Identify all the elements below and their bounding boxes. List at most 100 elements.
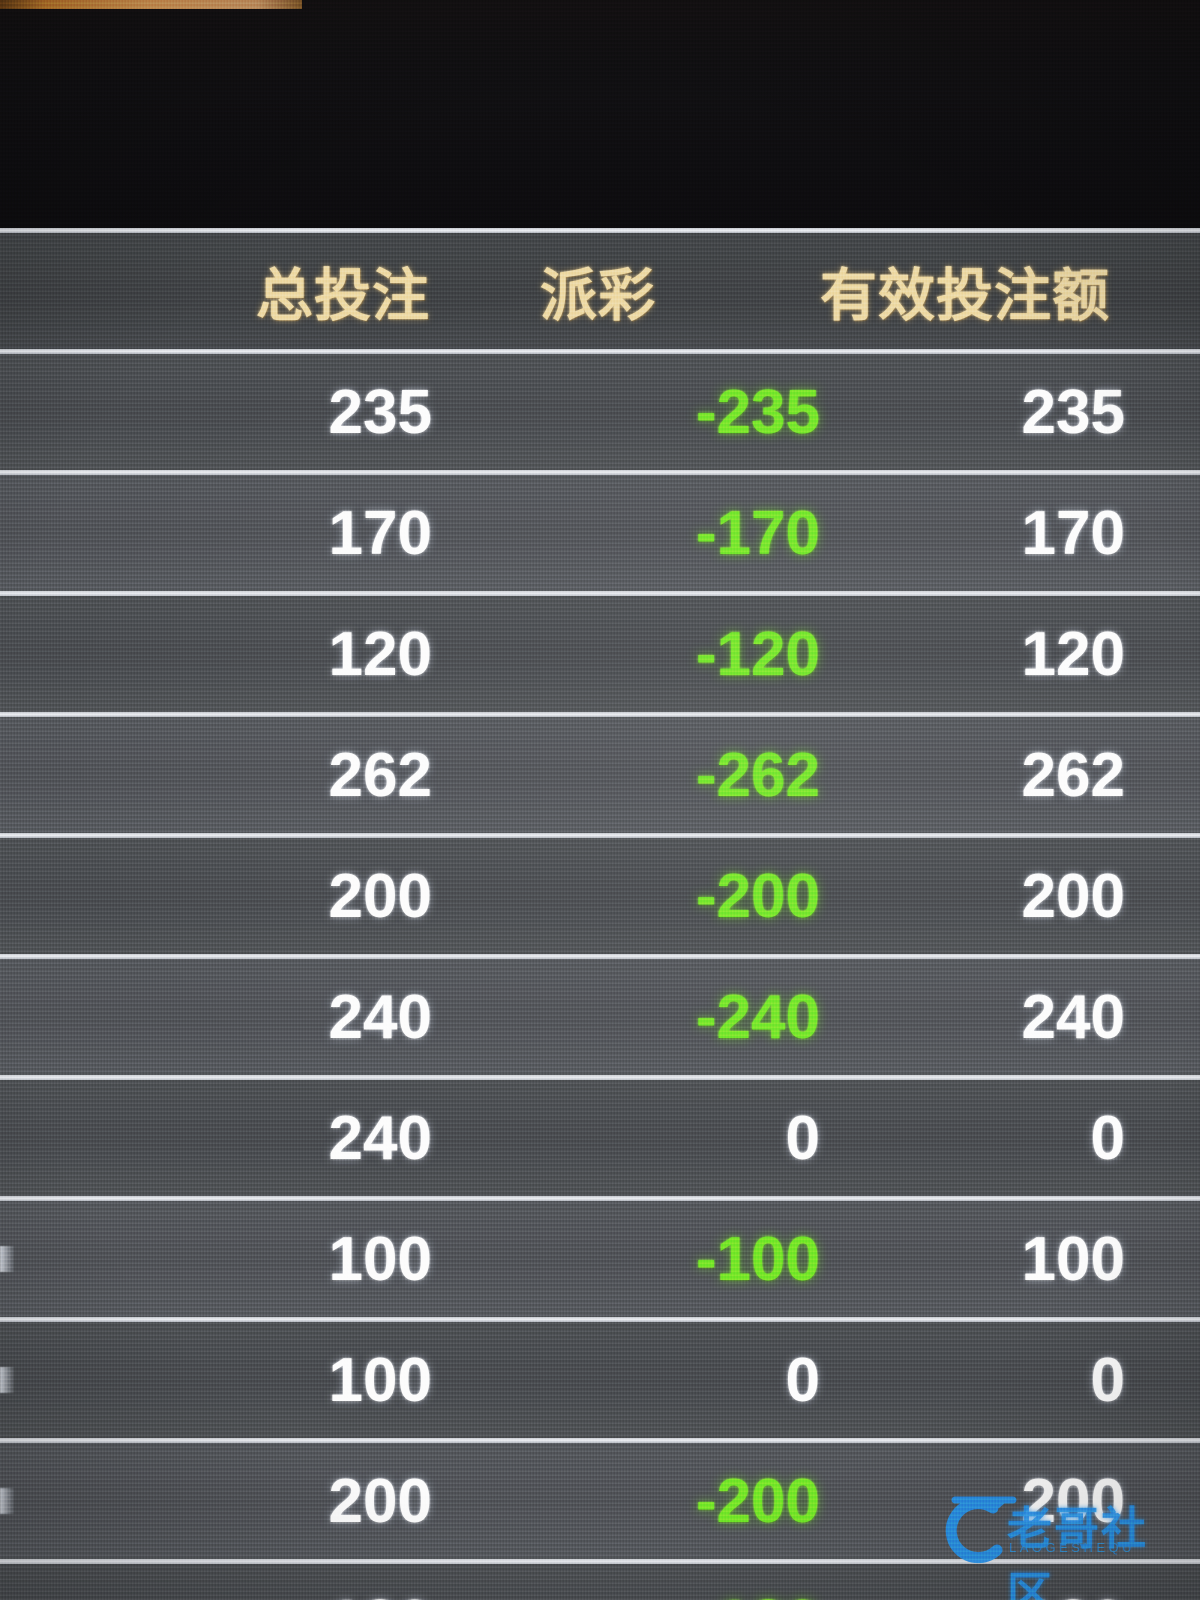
offscreen-column-sliver [0, 1367, 14, 1393]
top-dark-area [0, 0, 1200, 228]
table-row[interactable]: 235 -235 235 [0, 354, 1200, 470]
column-header-valid-bet[interactable]: 有效投注额 [820, 250, 1200, 332]
value-valid-bet: 0 [1090, 1103, 1125, 1173]
table-header-row: 总投注 派彩 有效投注额 [0, 233, 1200, 349]
value-payout: -200 [695, 861, 820, 931]
value-payout: -130 [696, 1587, 820, 1600]
cell-total-bet: 130 [0, 1587, 480, 1600]
value-valid-bet: 262 [1021, 740, 1125, 810]
value-valid-bet: 0 [1090, 1345, 1125, 1415]
cell-payout: -170 [480, 498, 820, 569]
value-total-bet: 240 [328, 1103, 432, 1173]
cell-payout: -100 [480, 1224, 820, 1295]
value-total-bet: 262 [328, 740, 432, 810]
value-payout: -120 [695, 619, 820, 689]
value-payout: 0 [785, 1345, 820, 1415]
cell-payout: -240 [480, 982, 820, 1053]
value-valid-bet: 235 [1021, 377, 1125, 447]
value-total-bet: 240 [328, 982, 432, 1052]
value-total-bet: 100 [328, 1224, 432, 1294]
cell-payout: -130 [480, 1587, 820, 1600]
table-separator [0, 954, 1200, 959]
table-separator [0, 712, 1200, 717]
column-header-payout-label: 派彩 [540, 264, 656, 328]
value-payout: -235 [695, 377, 820, 447]
value-total-bet: 200 [328, 1466, 432, 1536]
value-valid-bet: 130 [1022, 1588, 1125, 1600]
value-valid-bet: 170 [1021, 498, 1125, 568]
table-separator [0, 1317, 1200, 1322]
table-row[interactable]: 240 -240 240 [0, 959, 1200, 1075]
value-total-bet: 170 [328, 498, 432, 568]
column-header-valid-bet-label: 有效投注额 [820, 264, 1110, 328]
cell-valid-bet: 235 [820, 377, 1200, 448]
table-row[interactable]: 100 0 0 [0, 1322, 1200, 1438]
column-header-total-bet-label: 总投注 [256, 264, 430, 328]
cell-valid-bet: 100 [820, 1224, 1200, 1295]
cell-total-bet: 262 [0, 740, 480, 811]
cell-valid-bet: 200 [820, 861, 1200, 932]
table-separator [0, 833, 1200, 838]
value-valid-bet: 100 [1021, 1224, 1125, 1294]
cell-total-bet: 200 [0, 1466, 480, 1537]
cell-valid-bet: 0 [820, 1345, 1200, 1416]
cell-total-bet: 200 [0, 861, 480, 932]
table-row[interactable]: 262 -262 262 [0, 717, 1200, 833]
table-separator [0, 349, 1200, 354]
cell-valid-bet: 240 [820, 982, 1200, 1053]
cell-payout: 0 [480, 1103, 820, 1174]
cell-payout: -120 [480, 619, 820, 690]
table-row[interactable]: 100 -100 100 [0, 1201, 1200, 1317]
value-total-bet: 235 [328, 377, 432, 447]
cell-total-bet: 120 [0, 619, 480, 690]
cell-total-bet: 240 [0, 1103, 480, 1174]
table-separator [0, 470, 1200, 475]
column-header-payout[interactable]: 派彩 [480, 250, 820, 332]
table-row[interactable]: 120 -120 120 [0, 596, 1200, 712]
cell-total-bet: 100 [0, 1345, 480, 1416]
value-total-bet: 130 [329, 1587, 432, 1600]
cell-valid-bet: 200 [820, 1466, 1200, 1537]
cell-payout: 0 [480, 1345, 820, 1416]
cell-total-bet: 100 [0, 1224, 480, 1295]
value-payout: -170 [695, 498, 820, 568]
cell-valid-bet: 120 [820, 619, 1200, 690]
table-row[interactable]: 170 -170 170 [0, 475, 1200, 591]
cell-payout: -200 [480, 861, 820, 932]
value-valid-bet: 120 [1021, 619, 1125, 689]
value-valid-bet: 200 [1021, 861, 1125, 931]
cell-payout: -200 [480, 1466, 820, 1537]
value-valid-bet: 200 [1021, 1466, 1125, 1536]
column-header-total-bet[interactable]: 总投注 [0, 250, 480, 332]
cell-valid-bet: 0 [820, 1103, 1200, 1174]
top-orange-bar [0, 0, 302, 9]
bet-history-table: 总投注 派彩 有效投注额 235 -235 235 170 -170 170 120 -120… [0, 228, 1200, 1600]
table-row[interactable]: 240 0 0 [0, 1080, 1200, 1196]
table-separator [0, 1196, 1200, 1201]
value-payout: -200 [695, 1466, 820, 1536]
table-row[interactable]: 130 -130 130 [0, 1564, 1200, 1600]
value-payout: 0 [785, 1103, 820, 1173]
cell-total-bet: 170 [0, 498, 480, 569]
value-total-bet: 100 [328, 1345, 432, 1415]
table-row[interactable]: 200 -200 200 [0, 838, 1200, 954]
cell-valid-bet: 130 [820, 1587, 1200, 1600]
table-row[interactable]: 200 -200 200 [0, 1443, 1200, 1559]
table-separator [0, 1438, 1200, 1443]
value-payout: -100 [695, 1224, 820, 1294]
value-payout: -262 [695, 740, 820, 810]
cell-payout: -262 [480, 740, 820, 811]
cell-valid-bet: 262 [820, 740, 1200, 811]
value-valid-bet: 240 [1021, 982, 1125, 1052]
cell-valid-bet: 170 [820, 498, 1200, 569]
cell-total-bet: 235 [0, 377, 480, 448]
offscreen-column-sliver [0, 1246, 14, 1272]
table-separator [0, 1559, 1200, 1564]
table-separator [0, 1075, 1200, 1080]
value-total-bet: 200 [328, 861, 432, 931]
table-separator [0, 228, 1200, 233]
value-total-bet: 120 [328, 619, 432, 689]
value-payout: -240 [695, 982, 820, 1052]
cell-total-bet: 240 [0, 982, 480, 1053]
